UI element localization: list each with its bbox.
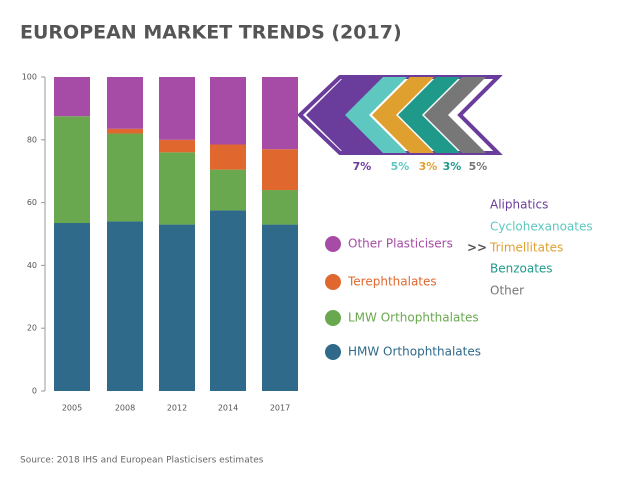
bar-segment: [262, 190, 298, 225]
breakdown-marker: >>: [467, 241, 487, 255]
bar-segment: [107, 221, 143, 391]
breakdown-value-label: 5%: [469, 160, 488, 173]
bar-segment: [107, 77, 143, 129]
y-tick-label: 20: [27, 324, 37, 333]
x-tick-label: 2008: [115, 404, 135, 413]
y-tick-label: 40: [27, 261, 37, 270]
x-tick-label: 2014: [218, 404, 238, 413]
breakdown-value-label: 7%: [353, 160, 372, 173]
legend-label: HMW Orthophthalates: [348, 345, 481, 359]
bar-segment: [210, 144, 246, 170]
breakdown-label: Aliphatics: [490, 198, 548, 212]
breakdown-label: Trimellitates: [489, 241, 563, 255]
breakdown-label: Cyclohexanoates: [490, 220, 593, 234]
bar-segment: [54, 223, 90, 391]
bar-segment: [262, 149, 298, 191]
bar-segment: [107, 128, 143, 134]
breakdown-label: Other: [490, 284, 524, 298]
chevron: [424, 77, 486, 153]
source: Source: 2018 IHS and European Plasticise…: [20, 456, 264, 466]
legend-marker: [325, 344, 341, 360]
y-tick-label: 60: [27, 198, 37, 207]
bar-segment: [159, 77, 195, 140]
breakdown-label: Benzoates: [490, 262, 553, 276]
legend-marker: [325, 274, 341, 290]
bar-segment: [210, 77, 246, 145]
chevron: [398, 77, 460, 153]
x-tick-label: 2012: [167, 404, 187, 413]
bar-segment: [159, 224, 195, 391]
chevron: [372, 77, 434, 153]
legend-marker: [325, 310, 341, 326]
y-tick-label: 80: [27, 135, 37, 144]
chart-title: EUROPEAN MARKET TRENDS (2017): [20, 22, 402, 44]
bar-segment: [210, 210, 246, 391]
y-tick-label: 100: [22, 73, 37, 82]
x-tick-label: 2005: [62, 404, 82, 413]
bar-segment: [107, 133, 143, 222]
legend-label: LMW Orthophthalates: [348, 311, 479, 325]
bar-segment: [159, 139, 195, 153]
legend-label: Other Plasticisers: [348, 237, 453, 251]
x-tick-label: 2017: [270, 404, 290, 413]
chevron: [345, 77, 407, 153]
y-tick-label: 0: [32, 387, 37, 396]
breakdown-value-label: 5%: [391, 160, 410, 173]
bar-segment: [54, 77, 90, 117]
bar-segment: [262, 77, 298, 150]
breakdown-value-label: 3%: [419, 160, 438, 173]
bar-segment: [210, 169, 246, 211]
bar-segment: [54, 116, 90, 224]
legend-marker: [325, 236, 341, 252]
bar-segment: [159, 152, 195, 225]
breakdown-value-label: 3%: [443, 160, 462, 173]
legend-label: Terephthalates: [347, 275, 437, 289]
bar-segment: [262, 224, 298, 391]
